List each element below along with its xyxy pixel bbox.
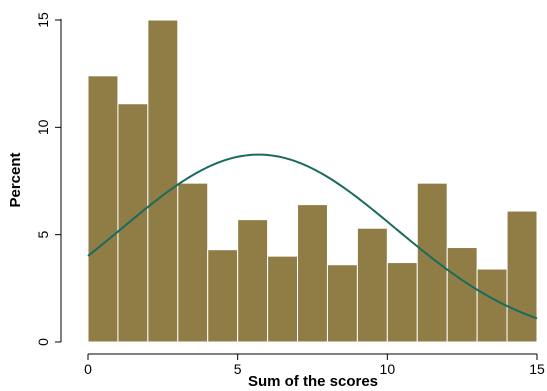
y-tick-label: 5 [35, 231, 51, 239]
histogram-bar [446, 247, 478, 343]
histogram-bar [147, 19, 179, 343]
x-tick-label: 10 [380, 361, 396, 377]
x-tick-label: 15 [529, 361, 545, 377]
histogram-bar [237, 219, 269, 343]
histogram-bar [386, 262, 418, 343]
x-axis-ticks: 0 5 10 15 [84, 354, 545, 377]
y-tick-label: 15 [35, 12, 51, 28]
y-tick-label: 0 [35, 338, 51, 346]
histogram-bar [267, 255, 299, 343]
histogram-bar [416, 182, 448, 343]
histogram-bar [87, 75, 119, 343]
histogram-bar [297, 204, 328, 343]
y-tick-label: 10 [35, 119, 51, 135]
histogram-bar [476, 268, 508, 343]
histogram-bar [506, 210, 538, 343]
x-tick-label: 5 [234, 361, 242, 377]
x-axis-title: Sum of the scores [248, 373, 378, 390]
x-tick-label: 0 [84, 361, 92, 377]
histogram-bar [177, 182, 209, 343]
histogram-bar [326, 264, 358, 343]
histogram-bar [207, 249, 239, 343]
y-axis-ticks: 0 5 10 15 [35, 12, 61, 346]
y-axis-title: Percent [7, 152, 24, 207]
histogram-bar [117, 103, 149, 343]
bars-group [87, 19, 538, 343]
histogram-bar [356, 227, 388, 343]
normal-density-curve [87, 153, 538, 320]
